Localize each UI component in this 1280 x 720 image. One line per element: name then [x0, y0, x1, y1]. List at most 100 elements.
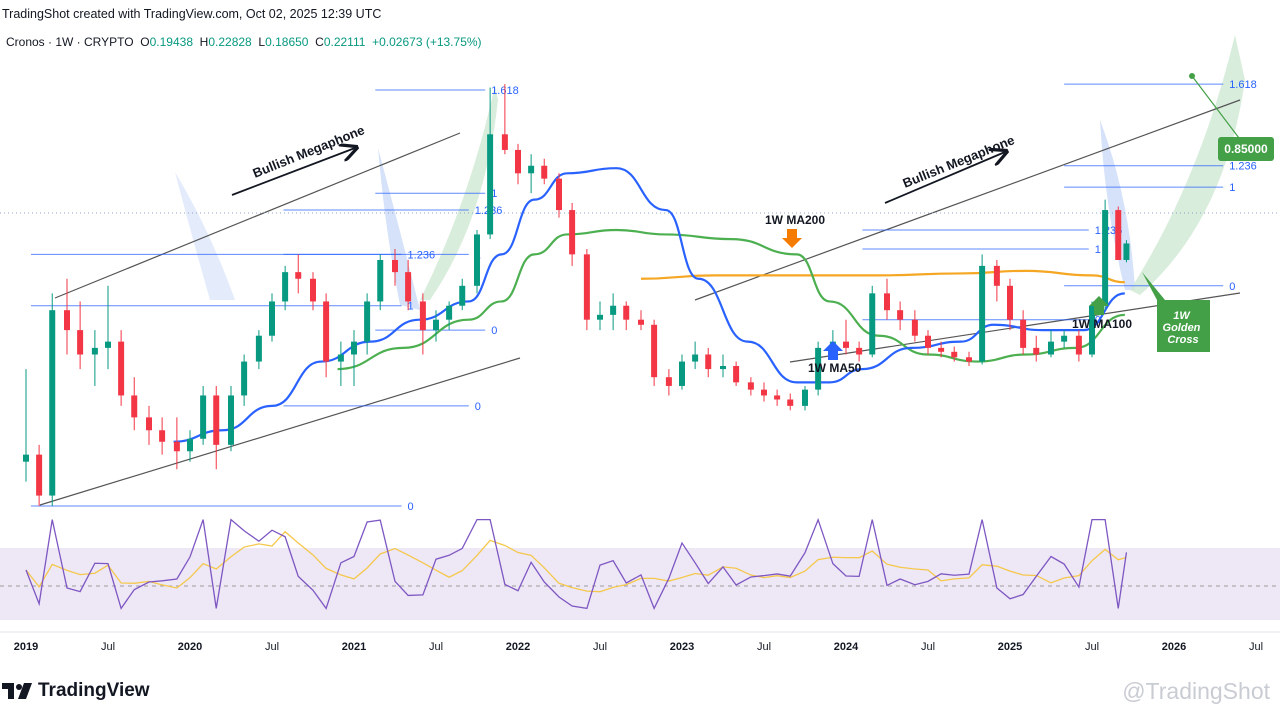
fib-level-label: 0 — [1229, 281, 1235, 293]
candle-body — [1075, 335, 1082, 355]
candle-body — [310, 278, 316, 302]
time-axis-tick: 2023 — [670, 641, 694, 653]
candle-body — [884, 293, 890, 311]
candle-body — [131, 395, 138, 418]
candle-body — [337, 354, 344, 362]
candle-body — [1007, 285, 1013, 320]
megaphone-2-arrow — [884, 152, 1005, 204]
candle-body — [787, 399, 794, 406]
golden-cross-label: 1W Golden Cross — [1163, 310, 1204, 346]
candle-body — [1102, 210, 1109, 306]
ma200-label: 1W MA200 — [765, 213, 825, 227]
target-connector — [1191, 75, 1243, 143]
candle-body — [282, 272, 289, 302]
rsi-lines — [25, 517, 1128, 611]
fib-level-label: 1 — [1095, 244, 1101, 256]
time-axis-tick: 2020 — [178, 641, 202, 653]
time-axis-tick: Jul — [593, 641, 607, 653]
low-label: L — [258, 35, 266, 49]
close-value: 0.22111 — [323, 35, 366, 49]
candle-body — [501, 134, 508, 150]
candle-body — [1048, 341, 1054, 355]
fib-level-label: 1.618 — [1229, 79, 1257, 91]
candle-body — [36, 454, 43, 496]
target-dot — [1189, 73, 1195, 79]
target-label: 0.85000 — [1224, 142, 1268, 156]
candle-body — [91, 347, 98, 355]
megaphone-1-arrow — [231, 148, 355, 196]
open-label: O — [140, 35, 150, 49]
candle-body — [774, 395, 781, 400]
candle-body — [733, 366, 740, 383]
tradingview-logo-icon — [2, 683, 32, 699]
candle-body — [583, 254, 590, 320]
candle-body — [419, 301, 426, 331]
ma100-line — [337, 228, 1125, 371]
candle-body — [843, 341, 849, 348]
candle-body — [269, 301, 275, 336]
candle-body — [651, 324, 658, 378]
symbol-label: Cronos · 1W · CRYPTO — [6, 35, 134, 49]
candle-body — [200, 395, 207, 439]
ma50-arrow-icon — [823, 341, 843, 360]
fib-level-label: 1 — [1229, 182, 1235, 194]
rsi-line — [25, 517, 1128, 611]
chart-header: TradingShot created with TradingView.com… — [2, 7, 382, 21]
green-projection-2 — [1130, 35, 1245, 295]
candle-body — [610, 305, 617, 315]
candle-body — [1033, 347, 1040, 355]
golden-cross-box — [1142, 272, 1210, 352]
time-axis-tick: 2022 — [506, 641, 530, 653]
candle-body — [105, 341, 111, 348]
watermark: @TradingShot — [1122, 678, 1270, 704]
candle-body — [541, 165, 548, 179]
candle-body — [679, 361, 685, 386]
time-axis-tick: Jul — [429, 641, 443, 653]
candle-body — [692, 354, 699, 362]
candle-body — [869, 293, 876, 355]
candle-body — [951, 351, 958, 358]
ma50-label: 1W MA50 — [808, 361, 862, 375]
candle-body — [665, 377, 672, 386]
candle-body — [146, 417, 152, 431]
candle-body — [897, 310, 904, 320]
change-value: +0.02673 (+13.75%) — [372, 35, 482, 49]
time-axis-tick: 2026 — [1162, 641, 1186, 653]
candle-body — [569, 210, 576, 255]
time-axis-tick: 2024 — [834, 641, 859, 653]
candle-body — [597, 314, 603, 320]
candle-body — [487, 134, 494, 235]
blue-projection-2 — [378, 148, 420, 310]
ma100-arrow-icon — [1089, 296, 1109, 315]
candle-body — [295, 272, 302, 279]
green-projection-1 — [420, 85, 498, 300]
candle-body — [705, 354, 712, 370]
fib-level-label: 1 — [491, 188, 497, 200]
candle-body — [405, 272, 412, 302]
candle-body — [761, 389, 767, 396]
candle-body — [1061, 335, 1068, 342]
channel-1-bottom — [39, 357, 521, 506]
candles — [23, 84, 1130, 506]
candle-body — [255, 335, 262, 362]
candle-body — [979, 265, 986, 362]
time-axis-tick: Jul — [757, 641, 771, 653]
candle-body — [515, 149, 521, 174]
candle-body — [747, 382, 754, 390]
candle-body — [911, 319, 918, 336]
candle-body — [23, 454, 29, 462]
candle-body — [528, 165, 535, 174]
candle-body — [377, 259, 384, 302]
time-axis-tick: 2025 — [998, 641, 1022, 653]
fib-level-label: 1.236 — [1229, 161, 1257, 173]
candle-body — [459, 285, 466, 306]
golden-cross-line-1: 1W — [1173, 310, 1191, 322]
low-value: 0.18650 — [265, 35, 309, 49]
candle-body — [474, 234, 480, 286]
candle-body — [1123, 243, 1130, 260]
ma200-line — [640, 269, 1125, 284]
candle-body — [392, 259, 398, 273]
time-axis-tick: Jul — [265, 641, 279, 653]
time-axis-tick: Jul — [1249, 641, 1263, 653]
